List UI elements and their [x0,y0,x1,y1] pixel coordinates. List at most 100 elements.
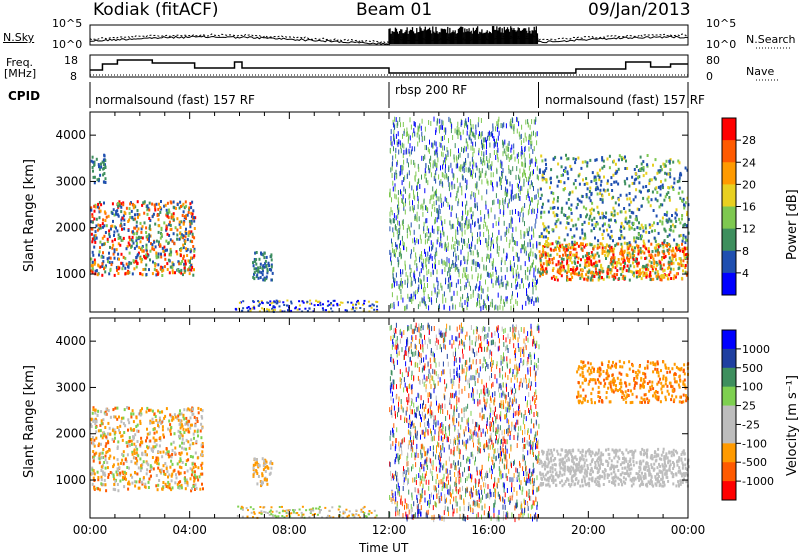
echo-cell [185,235,187,238]
echo-cell [599,189,601,192]
echo-cell [685,253,687,256]
echo-cell [531,209,532,214]
echo-cell [102,448,104,451]
echo-cell [187,440,189,443]
echo-cell [327,300,329,302]
echo-cell [517,129,518,134]
echo-cell [566,202,568,205]
echo-cell [668,266,670,269]
echo-cell [94,412,96,415]
echo-cell [682,240,684,243]
echo-cell [452,260,453,265]
echo-cell [470,247,471,252]
echo-cell [99,216,101,219]
echo-cell [137,200,139,203]
echo-cell [183,223,185,226]
echo-cell [105,166,107,169]
echo-cell [591,263,593,266]
echo-cell [187,424,189,427]
echo-cell [123,485,125,488]
echo-cell [145,268,147,271]
echo-cell [620,243,622,246]
echo-cell [152,445,154,448]
echo-cell [473,330,474,335]
echo-cell [637,252,639,255]
echo-cell [287,512,289,514]
echo-cell [112,244,114,247]
echo-cell [272,515,274,517]
echo-cell [607,233,609,236]
echo-cell [419,184,420,189]
echo-cell [322,307,324,309]
echo-cell [518,274,519,279]
echo-cell [112,220,114,223]
echo-cell [643,166,645,169]
echo-cell [196,440,198,443]
echo-cell [407,304,408,309]
echo-cell [636,165,638,168]
echo-cell [511,283,512,288]
echo-cell [393,232,394,237]
echo-cell [132,453,134,456]
echo-cell [404,306,405,311]
echo-cell [473,192,474,197]
echo-cell [102,251,104,254]
echo-cell [108,215,110,218]
echo-cell [419,272,420,277]
echo-cell [517,282,518,287]
echo-cell [180,269,182,272]
echo-cell [627,246,629,249]
echo-cell [467,302,468,307]
echo-cell [667,235,669,238]
echo-cell [183,428,185,431]
echo-cell [107,466,109,469]
echo-cell [148,478,150,481]
echo-cell [264,478,266,481]
echo-cell [541,159,543,162]
echo-cell [425,258,426,263]
echo-cell [143,460,145,463]
echo-cell [392,210,393,215]
echo-cell [455,262,456,267]
echo-cell [402,134,403,139]
echo-cell [399,230,400,235]
echo-cell [456,164,457,169]
echo-cell [324,507,326,509]
echo-cell [566,260,568,263]
noise-panel [90,25,790,80]
echo-cell [568,243,570,246]
echo-cell [550,177,552,180]
echo-cell [589,196,591,199]
echo-cell [406,272,407,277]
echo-cell [268,264,270,267]
echo-cell [99,461,101,464]
echo-cell [529,270,530,275]
echo-cell [131,216,133,219]
echo-cell [394,125,395,130]
echo-cell [529,154,530,159]
echo-cell [195,483,197,486]
echo-cell [417,289,418,294]
echo-cell [512,189,513,194]
echo-cell [113,488,115,491]
echo-cell [440,209,441,214]
echo-cell [107,476,109,479]
echo-cell [516,166,517,171]
echo-cell [535,219,536,224]
echo-cell [411,282,412,287]
echo-cell [162,433,164,436]
echo-cell [414,196,415,201]
echo-cell [197,407,199,410]
echo-cell [471,214,472,219]
echo-cell [495,305,496,310]
echo-cell [187,458,189,461]
echo-cell [453,244,454,249]
echo-cell [114,257,116,260]
echo-cell [196,487,198,490]
echo-cell [417,212,418,217]
echo-cell [654,272,656,275]
echo-cell [414,146,415,151]
echo-cell [629,220,631,223]
echo-cell [95,420,97,423]
echo-cell [171,479,173,482]
